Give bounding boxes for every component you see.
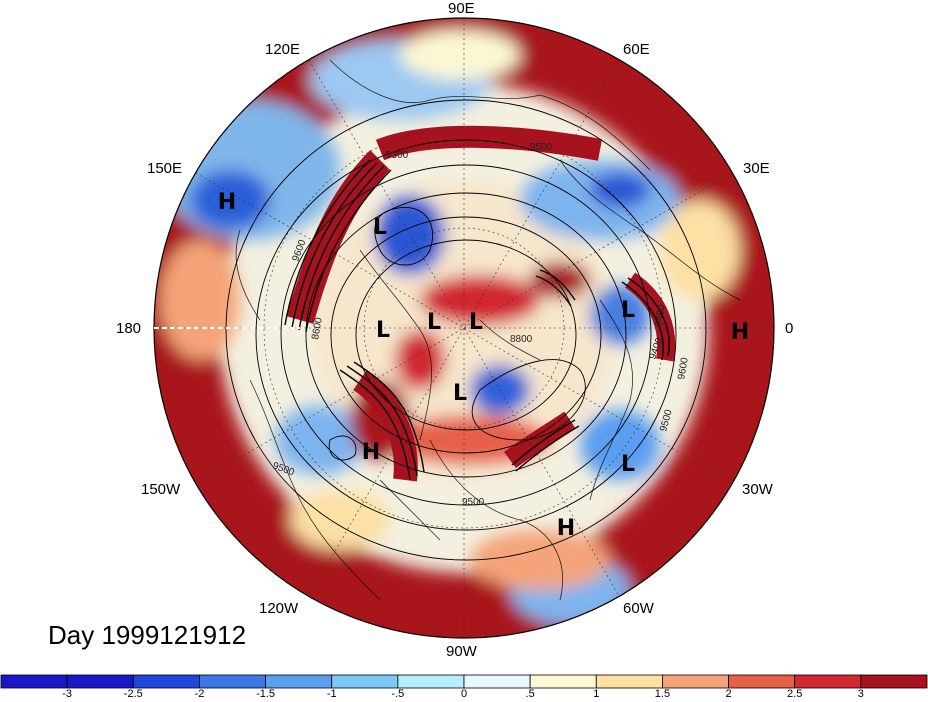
colorbar-tick-label: 2.5 (787, 688, 803, 700)
high-center-label: H (218, 190, 236, 215)
colorbar-tick-label: -2 (194, 688, 205, 700)
colorbar-swatch (331, 674, 399, 689)
colorbar-swatch (265, 674, 333, 689)
contour-label: 9500 (462, 497, 485, 508)
colorbar-tick-label: -1.5 (256, 688, 276, 700)
lon-label-30w: 30W (742, 481, 773, 498)
lon-label-180: 180 (116, 320, 142, 337)
low-center-label: L (621, 452, 635, 477)
contour-label: 8800 (510, 334, 533, 345)
contour-label: 9300 (386, 150, 409, 161)
colorbar-swatch (132, 674, 200, 689)
low-center-label: L (427, 310, 441, 335)
jet-bundles (284, 159, 670, 481)
lon-label-60w: 60W (623, 600, 654, 617)
low-center-label: L (453, 381, 467, 406)
colorbar-swatch (529, 674, 597, 689)
pressure-centers: H L L L L L L H H L H (218, 190, 749, 541)
lon-label-120e: 120E (265, 41, 301, 58)
contour-label: 8600 (310, 316, 325, 340)
height-contours (225, 99, 707, 561)
colorbar-tick-label: 3 (857, 688, 864, 700)
colorbar-tick-label: 0 (460, 688, 468, 700)
colorbar-swatch (794, 674, 862, 689)
lon-label-60e: 60E (623, 41, 650, 58)
contour-label: 9400 (653, 303, 668, 327)
contour-label: 9600 (676, 356, 691, 380)
lon-label-150w: 150W (141, 481, 181, 498)
colorbar-swatch (463, 674, 531, 689)
coastlines (235, 59, 741, 601)
lon-label-90w: 90W (446, 643, 477, 660)
colorbar-tick-label: 1 (593, 688, 600, 700)
graticule (154, 18, 774, 638)
date-title: Day 1999121912 (48, 620, 247, 650)
colorbar-tick-label: .5 (525, 688, 535, 700)
colorbar (0, 674, 928, 689)
lon-label-90e: 90E (448, 0, 475, 17)
colorbar-swatch (595, 674, 663, 689)
lon-label-30e: 30E (743, 160, 770, 177)
colorbar-swatch (0, 674, 68, 689)
low-center-label: L (376, 318, 390, 343)
high-center-label: H (731, 320, 749, 345)
colorbar-tick-label: -2.5 (123, 688, 143, 700)
high-center-label: H (557, 516, 575, 541)
colorbar-swatch (199, 674, 266, 689)
colorbar-tick-label: 2 (725, 688, 732, 700)
colorbar-swatch (66, 674, 134, 689)
high-center-label: H (362, 440, 380, 465)
colorbar-swatch (662, 674, 729, 689)
lon-label-0: 0 (785, 320, 794, 337)
colorbar-swatch (397, 674, 465, 689)
contour-label: 9500 (530, 142, 553, 153)
colorbar-swatch (728, 674, 796, 689)
colorbar-tick-label: -.5 (391, 688, 405, 700)
low-center-label: L (469, 310, 483, 335)
colorbar-tick-label: -3 (62, 688, 73, 700)
lon-label-120w: 120W (259, 600, 299, 617)
colorbar-tick-label: 1.5 (654, 688, 671, 700)
lon-label-150e: 150E (147, 160, 183, 177)
low-center-label: L (621, 298, 635, 323)
low-center-label: L (373, 215, 387, 240)
colorbar-tick-label: -1 (326, 688, 337, 700)
colorbar-swatch (860, 674, 928, 689)
